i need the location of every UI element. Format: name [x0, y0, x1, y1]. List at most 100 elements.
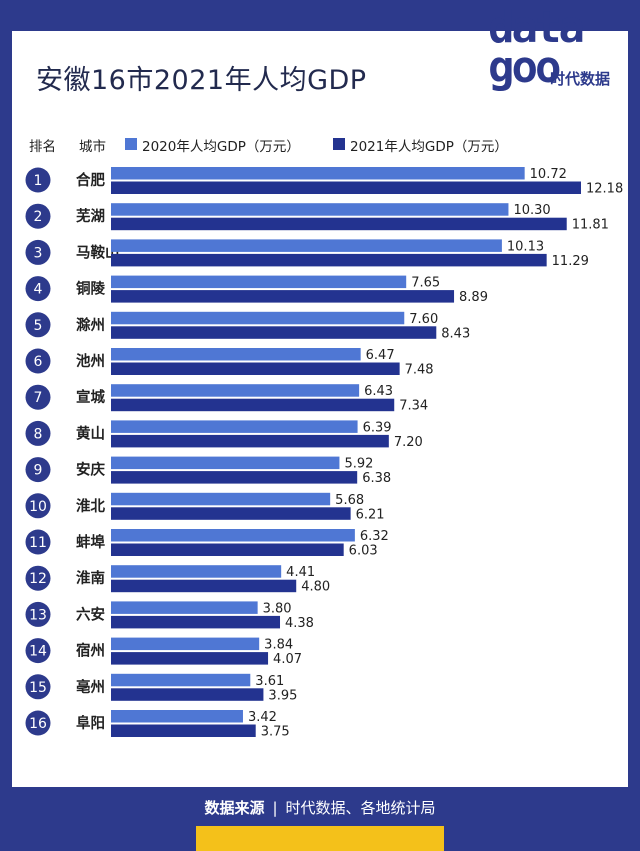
value-label-2020: 10.72 [530, 167, 567, 182]
value-label-2021: 4.07 [273, 652, 302, 667]
logo-subtitle: 时代数据 [550, 70, 611, 88]
bar-2021 [111, 507, 351, 520]
rank-badge [25, 348, 51, 374]
rank-badge [25, 384, 51, 410]
rank-number: 1 [34, 173, 43, 189]
rank-number: 3 [34, 245, 43, 261]
footer: 数据来源 | 时代数据、各地统计局 [0, 797, 640, 818]
rank-number: 2 [34, 209, 43, 225]
value-label-2021: 6.03 [349, 544, 378, 559]
city-label: 蚌埠 [76, 533, 105, 551]
value-label-2021: 7.34 [399, 399, 428, 414]
legend-swatch-2021 [333, 138, 345, 150]
value-label-2020: 6.39 [363, 420, 392, 435]
bar-2021 [111, 362, 400, 375]
legend-label-2020: 2020年人均GDP（万元） [142, 139, 300, 155]
bar-2020 [111, 311, 405, 325]
rank-number: 10 [29, 499, 47, 515]
rank-badge [25, 276, 51, 302]
legend-swatch-2020 [125, 138, 137, 150]
rank-number: 4 [34, 282, 43, 298]
value-label-2020: 5.68 [335, 493, 364, 508]
value-label-2020: 3.80 [263, 601, 292, 616]
bar-2020 [111, 275, 407, 289]
city-label: 宣城 [76, 388, 105, 406]
rank-badge [25, 312, 51, 338]
rank-badge [25, 239, 51, 265]
city-label: 芜湖 [76, 207, 105, 225]
bar-2020 [111, 456, 340, 470]
bar-2020 [111, 167, 525, 180]
value-label-2021: 8.43 [441, 326, 470, 341]
bar-2021 [111, 398, 395, 412]
city-label: 滁州 [76, 316, 105, 334]
value-label-2021: 7.20 [394, 435, 423, 450]
value-label-2020: 4.41 [286, 565, 315, 580]
city-label: 铜陵 [76, 280, 105, 298]
value-label-2021: 7.48 [405, 363, 434, 378]
datagoo-logo: data goo 时代数据 [488, 2, 630, 100]
rank-number: 8 [34, 426, 43, 442]
value-label-2020: 7.65 [411, 276, 440, 291]
city-column-label: 城市 [79, 139, 106, 155]
bar-2021 [111, 434, 389, 448]
footer-divider: | [272, 799, 278, 817]
rank-badge [25, 203, 51, 229]
value-label-2021: 6.38 [362, 471, 391, 486]
logo-word-top: data [488, 2, 585, 53]
bar-2020 [111, 203, 509, 216]
bar-2020 [111, 492, 331, 506]
city-label: 亳州 [76, 678, 105, 696]
rank-badge [25, 710, 51, 736]
rank-badge [25, 457, 51, 483]
city-label: 池州 [76, 352, 105, 370]
value-label-2021: 3.95 [268, 688, 297, 703]
rank-number: 12 [29, 571, 47, 587]
legend: 排名 城市 2020年人均GDP（万元） 2021年人均GDP（万元） [0, 132, 640, 156]
value-label-2021: 4.38 [285, 616, 314, 631]
rank-badge [25, 529, 51, 555]
value-label-2020: 5.92 [344, 457, 373, 472]
city-label: 安庆 [76, 461, 105, 479]
footer-label: 数据来源 [204, 799, 265, 817]
city-label: 淮北 [76, 497, 105, 515]
value-label-2020: 3.61 [255, 674, 284, 689]
value-label-2021: 8.89 [459, 290, 488, 305]
bar-2020 [111, 565, 282, 578]
value-label-2020: 3.42 [248, 710, 277, 725]
bar-2020 [111, 384, 360, 397]
legend-label-2021: 2021年人均GDP（万元） [350, 139, 508, 155]
value-label-2021: 6.21 [356, 507, 385, 522]
bar-2021 [111, 326, 437, 339]
value-label-2021: 11.81 [572, 218, 609, 233]
bar-2021 [111, 579, 297, 593]
footer-source: 时代数据、各地统计局 [285, 799, 436, 817]
value-label-2020: 6.43 [364, 384, 393, 399]
rank-number: 16 [29, 716, 47, 732]
rank-badge [25, 674, 51, 700]
rank-number: 14 [29, 644, 47, 660]
city-label: 阜阳 [76, 714, 105, 732]
city-label: 黄山 [76, 424, 105, 442]
rank-number: 7 [34, 390, 43, 406]
bar-2020 [111, 601, 258, 614]
bar-2021 [111, 217, 567, 231]
city-label: 六安 [76, 605, 105, 623]
rank-number: 5 [34, 318, 43, 334]
value-label-2020: 10.13 [507, 239, 544, 254]
bar-2021 [111, 290, 455, 303]
rank-number: 15 [29, 680, 47, 696]
rank-badge [25, 601, 51, 627]
bar-2021 [111, 253, 547, 267]
logo-word-bottom: goo [488, 42, 562, 93]
city-label: 合肥 [75, 171, 105, 189]
value-label-2020: 10.30 [513, 203, 550, 218]
value-label-2020: 6.32 [360, 529, 389, 544]
value-label-2021: 3.75 [261, 725, 290, 740]
bar-2020 [111, 420, 358, 433]
bar-2020 [111, 529, 355, 542]
value-label-2021: 12.18 [586, 182, 623, 197]
rank-badge [25, 420, 51, 446]
rank-badge [25, 638, 51, 664]
